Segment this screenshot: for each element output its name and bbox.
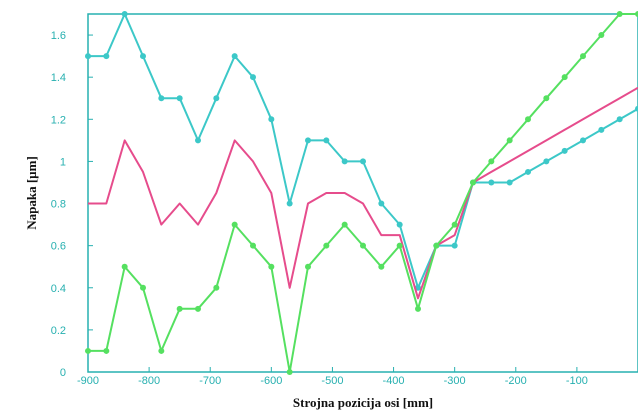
x-tick-label: -500 <box>321 375 343 387</box>
series-3-point <box>543 95 550 102</box>
x-tick-label: -400 <box>383 375 405 387</box>
series-1-point <box>525 168 531 175</box>
y-tick-label: 0.8 <box>51 199 66 211</box>
series-1-point <box>378 200 385 207</box>
y-tick-label: 1.4 <box>51 72 66 84</box>
series-1-point <box>213 95 220 102</box>
y-tick-label: 0.6 <box>51 241 66 253</box>
series-3-point <box>268 263 275 270</box>
series-3-point <box>176 305 183 312</box>
series-1-point <box>598 126 605 133</box>
series-1-point <box>506 179 513 186</box>
data-series <box>85 11 638 375</box>
series-1-point <box>231 53 238 60</box>
series-1-point <box>250 74 256 81</box>
y-tick-label: 1.2 <box>51 114 66 126</box>
x-tick-label: -800 <box>138 375 160 387</box>
series-3-point <box>378 263 385 270</box>
series-1-point <box>305 137 311 144</box>
y-tick-label: 1.6 <box>51 30 66 42</box>
y-tick-label: 0.2 <box>51 325 66 337</box>
series-3-point <box>195 305 201 312</box>
series-3-point <box>396 242 403 249</box>
series-3-point <box>415 305 421 312</box>
series-1-point <box>85 53 91 60</box>
series-1-point <box>451 242 458 249</box>
x-tick-label: -300 <box>444 375 466 387</box>
series-1-point <box>396 221 403 228</box>
series-3-point <box>488 158 495 165</box>
series-1-point <box>286 200 293 207</box>
y-tick-label: 0.4 <box>51 283 66 295</box>
series-3-point <box>286 369 293 375</box>
series-3-point <box>451 221 458 228</box>
x-tick-label: -600 <box>260 375 282 387</box>
x-tick-label: -100 <box>566 375 588 387</box>
x-tick-label: -700 <box>199 375 221 387</box>
x-axis-ticks: -900 -800 -700 -600 -500 -400 -300 -200 -100 <box>77 367 588 387</box>
series-3-point <box>360 242 366 249</box>
y-tick-label: 0 <box>60 367 66 379</box>
series-1-point <box>121 11 128 17</box>
series-1-point <box>195 137 201 144</box>
series-3-point <box>470 179 476 186</box>
series-3-point <box>158 347 165 354</box>
series-3-point <box>213 284 220 291</box>
series-1-point <box>360 158 366 165</box>
series-1-point <box>635 105 638 112</box>
series-3-point <box>580 53 586 60</box>
series-1-point <box>103 53 110 60</box>
x-tick-label: -200 <box>505 375 527 387</box>
series-3-point <box>635 11 638 17</box>
series-3-point <box>341 221 348 228</box>
series-1-point <box>561 147 568 154</box>
series-1-point <box>580 137 586 144</box>
x-tick-label: -900 <box>77 375 99 387</box>
series-1-point <box>488 179 495 186</box>
series-1-point <box>341 158 348 165</box>
series-1-point <box>415 284 421 291</box>
series-3-point <box>506 137 513 144</box>
series-3-point <box>525 116 531 123</box>
plot-frame <box>87 13 638 373</box>
series-3-point <box>561 74 568 81</box>
x-axis-title: Strojna pozicija osi [mm] <box>293 395 433 410</box>
series-3-point <box>323 242 330 249</box>
series-3-point <box>305 263 311 270</box>
series-1-point <box>543 158 550 165</box>
series-3-point <box>85 347 91 354</box>
series-line-2 <box>88 86 638 300</box>
series-3-point <box>231 221 238 228</box>
series-1-point <box>268 116 275 123</box>
series-1-point <box>176 95 183 102</box>
series-1-point <box>140 53 146 60</box>
y-tick-label: 1 <box>60 156 66 168</box>
series-3-point <box>140 284 146 291</box>
series-1-point <box>158 95 165 102</box>
y-axis-title: Napaka [µm] <box>24 156 39 230</box>
series-1-point <box>323 137 330 144</box>
y-axis-ticks: 0 0.2 0.4 0.6 0.8 1 1.2 1.4 1.6 <box>51 30 93 379</box>
series-3-point <box>616 11 623 17</box>
series-3-point <box>598 32 605 39</box>
series-3-point <box>121 263 128 270</box>
series-3-point <box>250 242 256 249</box>
series-1-point <box>616 116 623 123</box>
series-3-point <box>433 242 440 249</box>
series-3-point <box>103 347 110 354</box>
